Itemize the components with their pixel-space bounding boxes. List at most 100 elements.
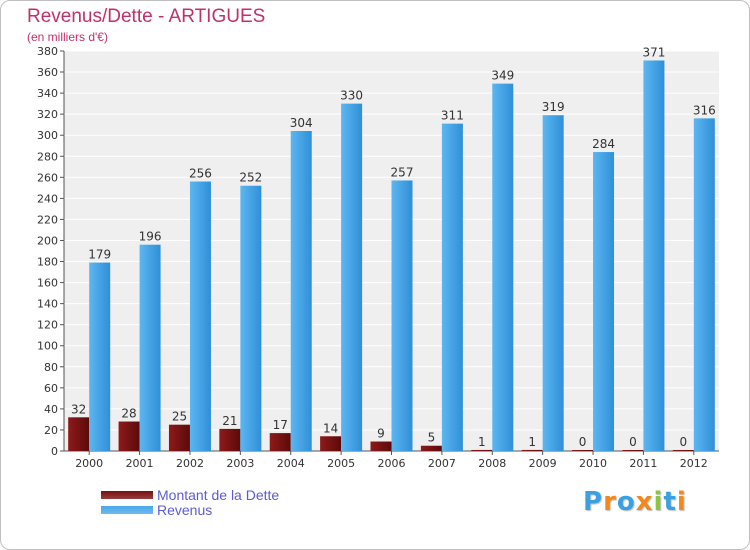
y-tick-label: 40	[44, 403, 58, 416]
debt-value-label: 32	[71, 402, 86, 416]
revenue-bar	[89, 262, 111, 451]
revenue-value-label: 319	[542, 100, 565, 114]
legend-label-dette: Montant de la Dette	[157, 487, 280, 503]
logo-letter: t	[663, 487, 677, 517]
logo-letter: P	[583, 487, 604, 517]
y-tick-label: 80	[44, 361, 58, 374]
debt-value-label: 5	[428, 431, 436, 445]
revenue-value-label: 316	[693, 103, 716, 117]
debt-bar	[572, 450, 594, 451]
debt-value-label: 25	[172, 410, 187, 424]
revenue-value-label: 179	[88, 248, 111, 262]
legend-swatch-dette	[101, 491, 153, 499]
revenue-value-label: 196	[139, 230, 162, 244]
chart-title: Revenus/Dette - ARTIGUES	[27, 6, 266, 27]
revenue-value-label: 330	[340, 89, 363, 103]
y-tick-label: 360	[37, 66, 58, 79]
y-tick-label: 120	[37, 319, 58, 332]
x-tick-label: 2012	[680, 457, 708, 470]
revenue-value-label: 252	[239, 171, 262, 185]
x-tick-label: 2000	[75, 457, 103, 470]
x-tick-label: 2006	[378, 457, 406, 470]
revenue-bar	[593, 152, 615, 452]
debt-value-label: 28	[121, 407, 136, 421]
revenue-bar	[693, 118, 715, 452]
x-tick-label: 2002	[176, 457, 204, 470]
revenue-value-label: 311	[441, 109, 464, 123]
revenue-value-label: 284	[592, 137, 615, 151]
revenue-value-label: 371	[642, 45, 665, 59]
y-tick-label: 220	[37, 213, 58, 226]
revenue-value-label: 349	[491, 69, 514, 83]
debt-bar	[471, 449, 493, 451]
revenue-bar	[240, 185, 262, 451]
debt-value-label: 21	[222, 414, 237, 428]
debt-value-label: 0	[679, 435, 687, 449]
debt-bar	[622, 450, 644, 451]
y-tick-label: 100	[37, 340, 58, 353]
logo-letter: i	[676, 487, 687, 517]
debt-bar	[269, 433, 291, 451]
proxiti-logo: Proxiti	[583, 487, 687, 517]
x-tick-label: 2008	[478, 457, 506, 470]
y-tick-label: 160	[37, 277, 58, 290]
debt-bar	[370, 441, 392, 451]
x-tick-label: 2003	[226, 457, 254, 470]
revenue-bar	[391, 180, 413, 451]
debt-bar	[118, 421, 140, 451]
revenue-value-label: 304	[290, 116, 313, 130]
y-tick-label: 20	[44, 424, 58, 437]
y-tick-label: 380	[37, 45, 58, 58]
revenue-bar	[139, 244, 161, 451]
revenue-bar	[441, 123, 463, 451]
y-tick-label: 260	[37, 171, 58, 184]
debt-value-label: 0	[579, 435, 587, 449]
revenue-bar	[542, 115, 564, 452]
y-tick-label: 0	[51, 445, 58, 458]
legend-swatch-revenus	[101, 506, 153, 514]
debt-bar	[521, 449, 543, 451]
revenue-bar	[492, 83, 514, 451]
revenue-bar	[643, 60, 665, 451]
logo-letter: o	[616, 487, 636, 517]
revenue-value-label: 256	[189, 167, 212, 181]
x-tick-label: 2010	[579, 457, 607, 470]
revenue-bar	[341, 103, 363, 451]
y-tick-label: 60	[44, 382, 58, 395]
x-tick-label: 2011	[629, 457, 657, 470]
debt-value-label: 17	[273, 418, 288, 432]
debt-value-label: 14	[323, 421, 338, 435]
logo-letter: x	[635, 487, 654, 517]
y-tick-label: 340	[37, 87, 58, 100]
debt-value-label: 0	[629, 435, 637, 449]
debt-value-label: 1	[528, 435, 536, 449]
debt-bar	[420, 445, 442, 451]
y-tick-label: 280	[37, 150, 58, 163]
logo-letter: i	[653, 487, 664, 517]
logo-letter: r	[603, 487, 617, 517]
y-tick-label: 180	[37, 256, 58, 269]
y-tick-label: 200	[37, 234, 58, 247]
debt-bar	[219, 428, 241, 451]
revenue-value-label: 257	[391, 165, 414, 179]
revenue-bar	[189, 181, 211, 452]
debt-value-label: 1	[478, 435, 486, 449]
debt-bar	[672, 450, 694, 451]
x-tick-label: 2009	[529, 457, 557, 470]
debt-bar	[320, 436, 342, 451]
chart-subtitle: (en milliers d'€)	[27, 30, 108, 44]
x-tick-label: 2005	[327, 457, 355, 470]
x-tick-label: 2007	[428, 457, 456, 470]
x-tick-label: 2001	[126, 457, 154, 470]
debt-value-label: 9	[377, 427, 385, 441]
y-tick-label: 240	[37, 192, 58, 205]
y-tick-label: 320	[37, 108, 58, 121]
x-tick-label: 2004	[277, 457, 305, 470]
y-tick-label: 140	[37, 298, 58, 311]
debt-bar	[168, 424, 190, 451]
debt-bar	[68, 417, 90, 451]
revenue-bar	[290, 131, 312, 451]
y-tick-label: 300	[37, 129, 58, 142]
